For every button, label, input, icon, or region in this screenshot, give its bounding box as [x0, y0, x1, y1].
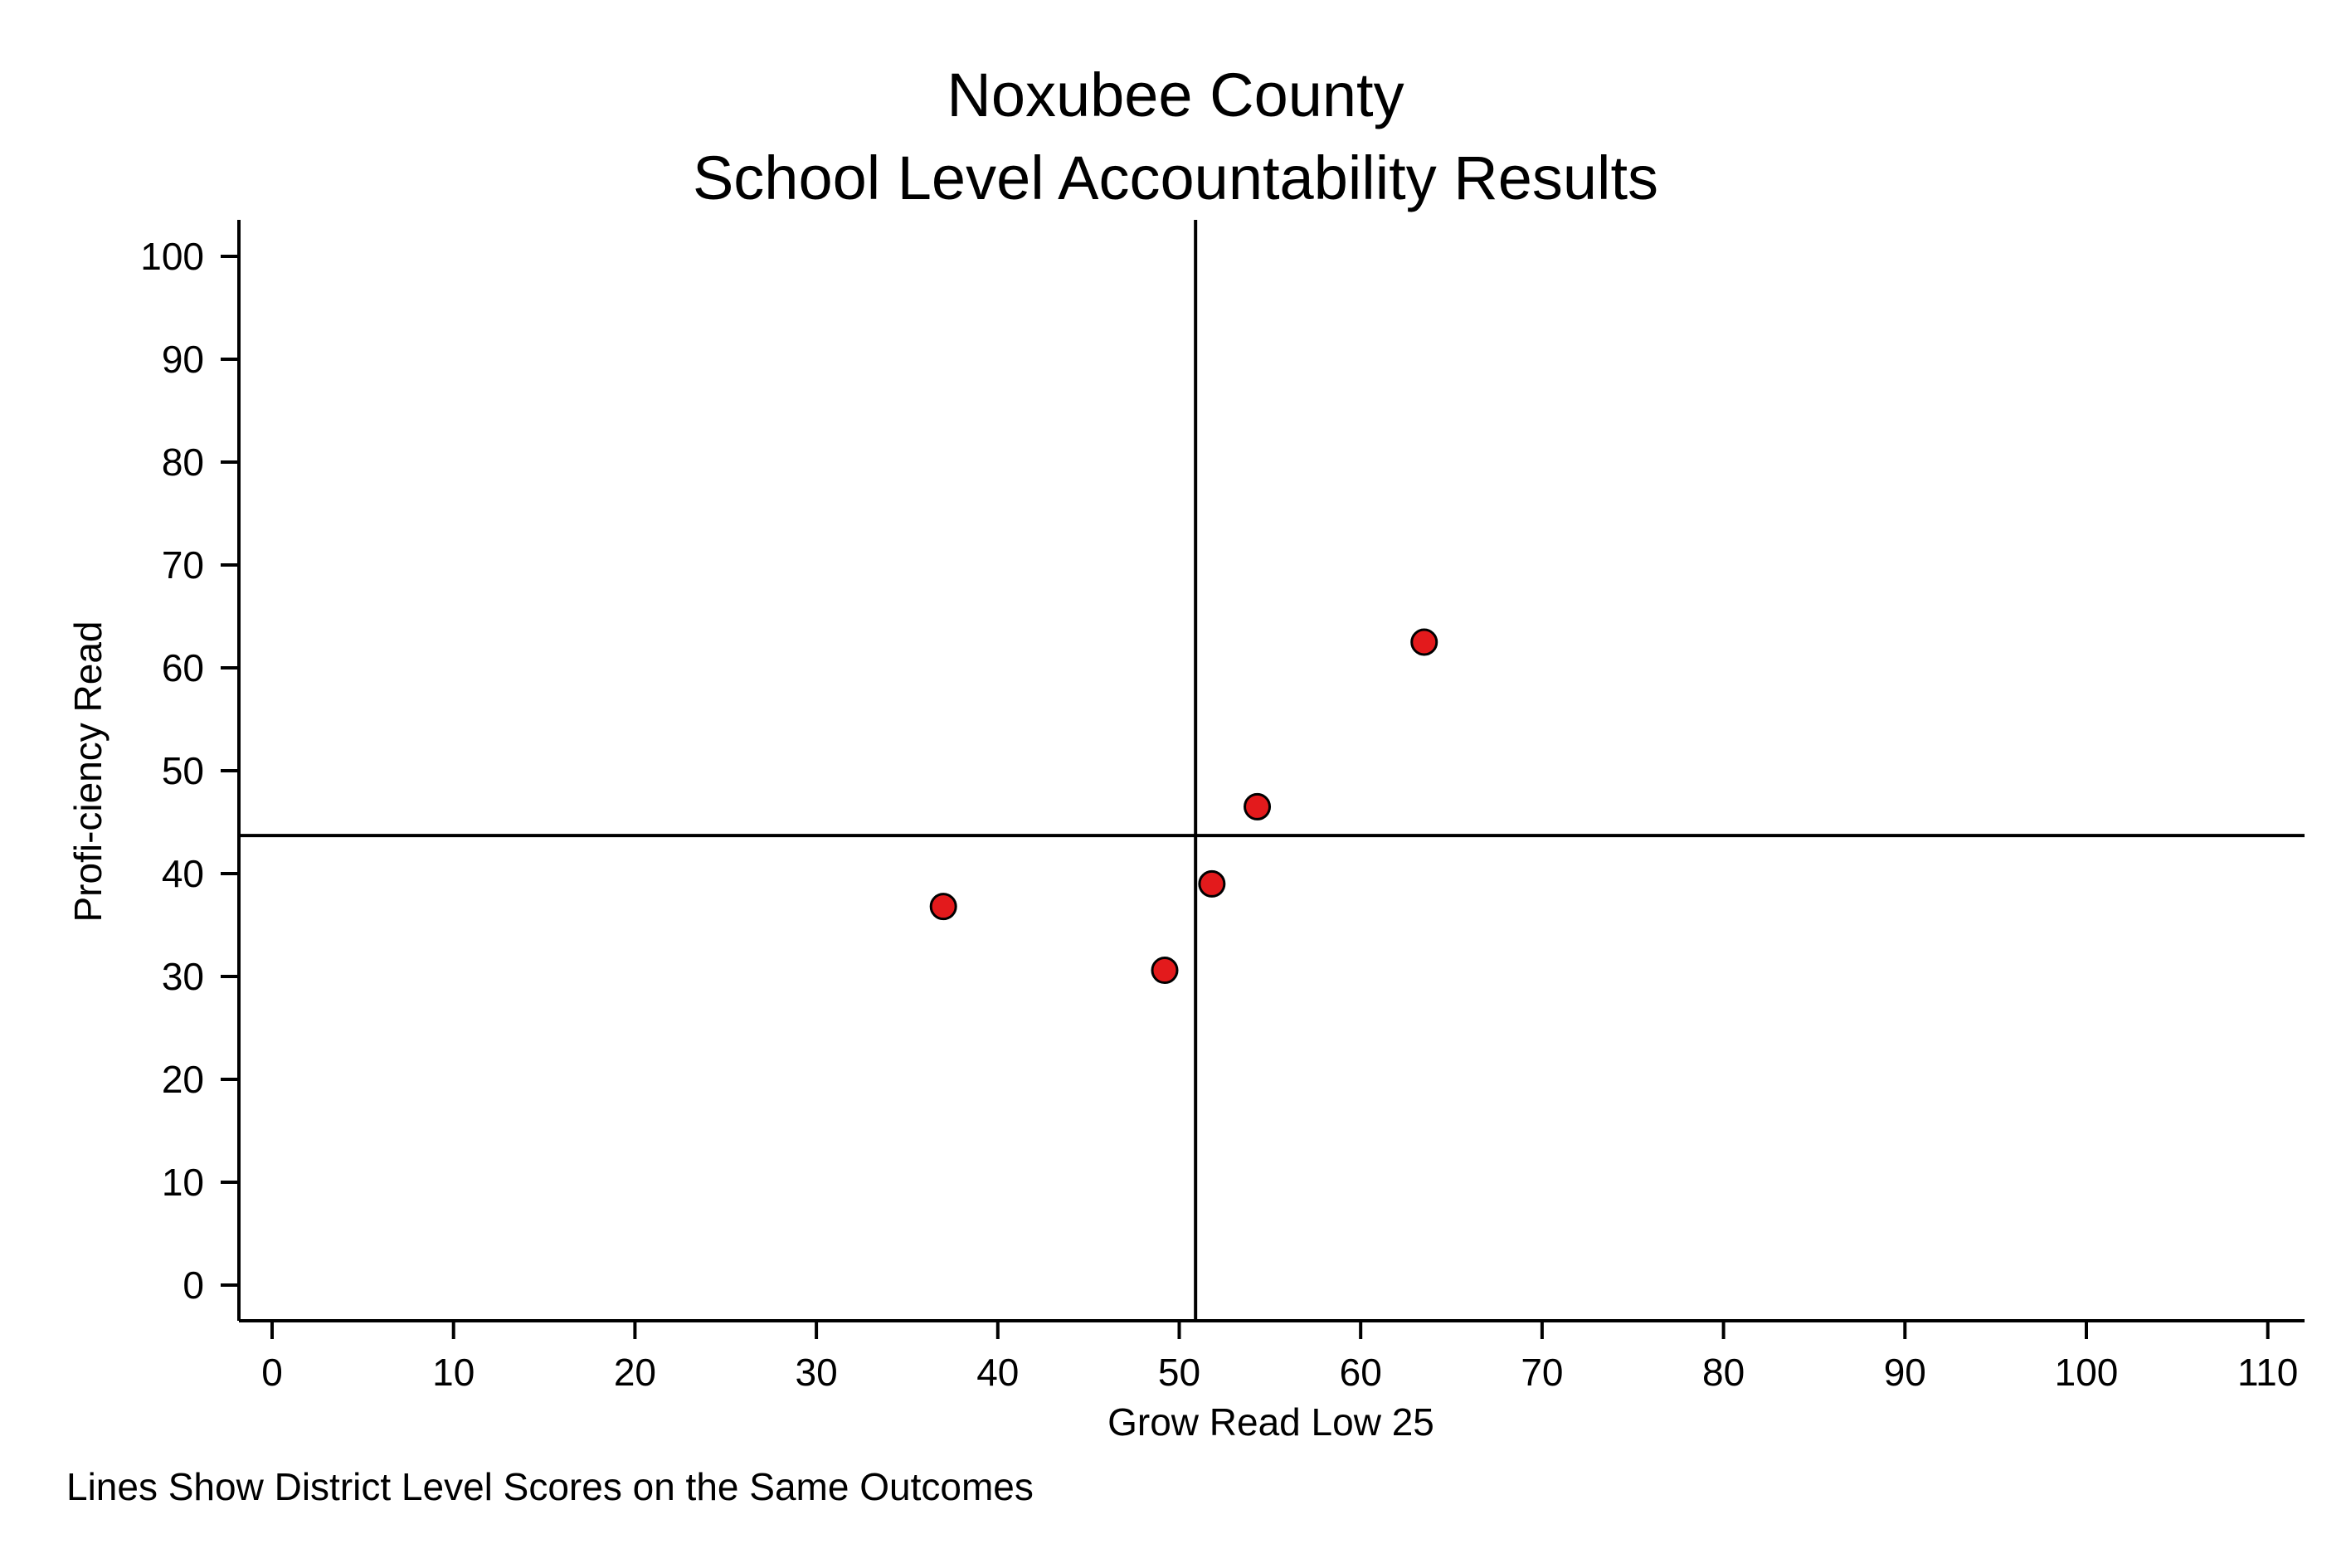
data-point — [1151, 957, 1179, 985]
chart-title: Noxubee County — [947, 61, 1404, 129]
y-tick-label: 70 — [162, 543, 204, 587]
y-tick-label: 40 — [162, 852, 204, 895]
data-point — [929, 893, 957, 921]
data-point — [1244, 792, 1272, 821]
x-tick-label: 60 — [1340, 1351, 1382, 1394]
data-point — [1198, 869, 1226, 898]
y-tick-label: 80 — [162, 441, 204, 484]
y-axis-label: Profi-ciency Read — [66, 621, 110, 922]
x-tick-label: 100 — [2055, 1351, 2119, 1394]
y-tick-label: 0 — [183, 1264, 204, 1307]
data-points — [929, 628, 1438, 985]
y-tick-label: 30 — [162, 955, 204, 998]
axes: 0 10 20 30 40 50 60 70 80 90 100 0 10 20 30 40 50 60 70 80 9… — [140, 220, 2305, 1394]
data-point — [1410, 628, 1438, 656]
x-tick-label: 30 — [796, 1351, 838, 1394]
x-tick-label: 20 — [614, 1351, 656, 1394]
reference-lines — [239, 220, 2305, 1321]
y-tick-label: 20 — [162, 1058, 204, 1101]
y-tick-label: 50 — [162, 749, 204, 792]
y-tick-label: 10 — [162, 1161, 204, 1204]
chart-note: Lines Show District Level Scores on the … — [66, 1465, 1034, 1508]
x-tick-label: 80 — [1702, 1351, 1745, 1394]
y-tick-label: 60 — [162, 646, 204, 689]
x-tick-label: 110 — [2237, 1351, 2298, 1394]
x-tick-label: 0 — [261, 1351, 283, 1394]
x-axis-label: Grow Read Low 25 — [1107, 1400, 1434, 1444]
chart-subtitle: School Level Accountability Results — [692, 144, 1659, 212]
x-tick-label: 50 — [1158, 1351, 1200, 1394]
y-tick-label: 90 — [162, 338, 204, 381]
y-tick-label: 100 — [140, 235, 204, 278]
x-tick-label: 90 — [1884, 1351, 1926, 1394]
x-tick-label: 10 — [432, 1351, 475, 1394]
x-tick-label: 40 — [976, 1351, 1019, 1394]
x-tick-label: 70 — [1521, 1351, 1563, 1394]
